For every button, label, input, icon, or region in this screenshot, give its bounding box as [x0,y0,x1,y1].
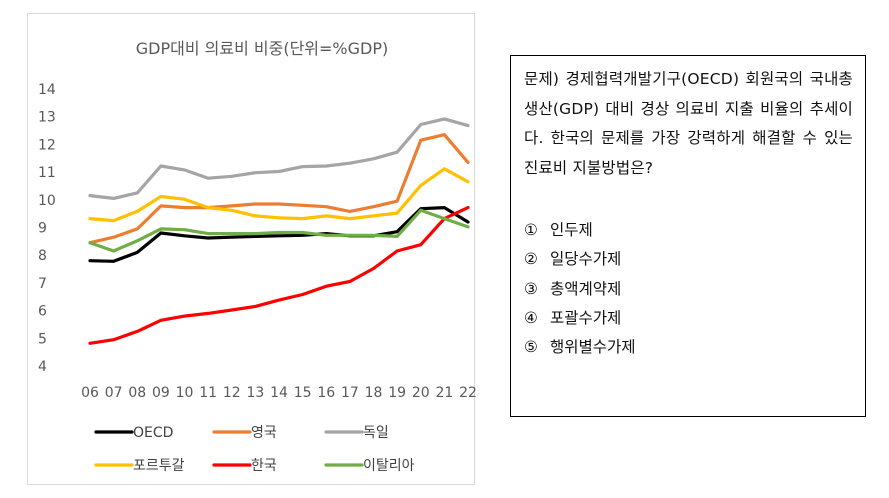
series-lines [88,117,470,345]
y-axis: 4 5 6 7 8 9 10 11 12 13 14 [38,82,56,375]
series-line-포르투갈 [88,167,470,223]
question-box: 문제) 경제협력개발기구(OECD) 회원국의 국내총생산(GDP) 대비 경상… [510,55,866,417]
series-line-이탈리아 [88,208,470,253]
legend-label: 독일 [363,425,389,441]
y-tick-label: 11 [38,165,56,181]
legend-label: 영국 [251,425,277,441]
answer-options: ① 인두제 ② 일당수가제 ③ 총액계약제 ④ 포괄수가제 ⑤ 행위별수가제 [524,216,853,362]
x-tick-label: 16 [317,385,335,401]
option-label: 일당수가제 [550,250,622,269]
legend-label: OECD [133,425,173,441]
option-5[interactable]: ⑤ 행위별수가제 [524,333,853,362]
chart-title: GDP대비 의료비 비중(단위=%GDP) [136,39,388,58]
x-tick-label: 15 [294,385,312,401]
series-line-영국 [88,133,470,245]
series-line-한국 [88,206,470,345]
y-tick-label: 7 [38,276,47,292]
x-tick-label: 12 [223,385,241,401]
y-tick-label: 6 [38,304,47,320]
x-tick-label: 08 [128,385,146,401]
option-4[interactable]: ④ 포괄수가제 [524,304,853,333]
chart-panel: GDP대비 의료비 비중(단위=%GDP) 4 5 6 7 8 9 10 11 12 13 14 0… [27,13,476,485]
y-tick-label: 12 [38,137,56,153]
x-tick-label: 06 [81,385,99,401]
x-tick-label: 09 [152,385,170,401]
x-tick-label: 17 [341,385,359,401]
y-tick-label: 5 [38,331,47,347]
x-tick-label: 13 [246,385,264,401]
legend-label: 한국 [251,458,277,474]
option-label: 행위별수가제 [550,338,636,357]
y-tick-label: 13 [38,110,56,126]
line-chart: GDP대비 의료비 비중(단위=%GDP) 4 5 6 7 8 9 10 11 12 13 14 0… [38,39,476,474]
option-number: ④ [524,308,538,327]
option-number: ⑤ [524,338,538,357]
x-tick-label: 11 [199,385,217,401]
option-1[interactable]: ① 인두제 [524,216,853,245]
y-tick-label: 10 [38,193,56,209]
x-tick-label: 21 [435,385,453,401]
option-3[interactable]: ③ 총액계약제 [524,275,853,304]
option-label: 총액계약제 [550,279,622,298]
y-tick-label: 9 [38,221,47,237]
option-label: 포괄수가제 [550,308,622,327]
option-2[interactable]: ② 일당수가제 [524,245,853,274]
legend-label: 포르투갈 [133,458,185,474]
option-number: ② [524,250,538,269]
y-tick-label: 4 [38,359,47,375]
x-tick-label: 20 [412,385,430,401]
question-text: 문제) 경제협력개발기구(OECD) 회원국의 국내총생산(GDP) 대비 경상… [524,70,853,177]
x-axis: 06 07 08 09 10 11 12 13 14 15 16 17 18 19 20 21 22 [81,385,476,401]
legend-label: 이탈리아 [363,458,415,474]
option-number: ① [524,221,538,239]
series-line-OECD [88,206,470,263]
x-tick-label: 18 [365,385,383,401]
x-tick-label: 14 [270,385,288,401]
x-tick-label: 19 [388,385,406,401]
y-tick-label: 14 [38,82,56,98]
option-number: ③ [524,279,538,298]
x-tick-label: 07 [105,385,123,401]
series-line-독일 [88,117,470,200]
option-label: 인두제 [550,221,593,239]
y-tick-label: 8 [38,248,47,264]
x-tick-label: 22 [459,385,476,401]
x-tick-label: 10 [176,385,194,401]
